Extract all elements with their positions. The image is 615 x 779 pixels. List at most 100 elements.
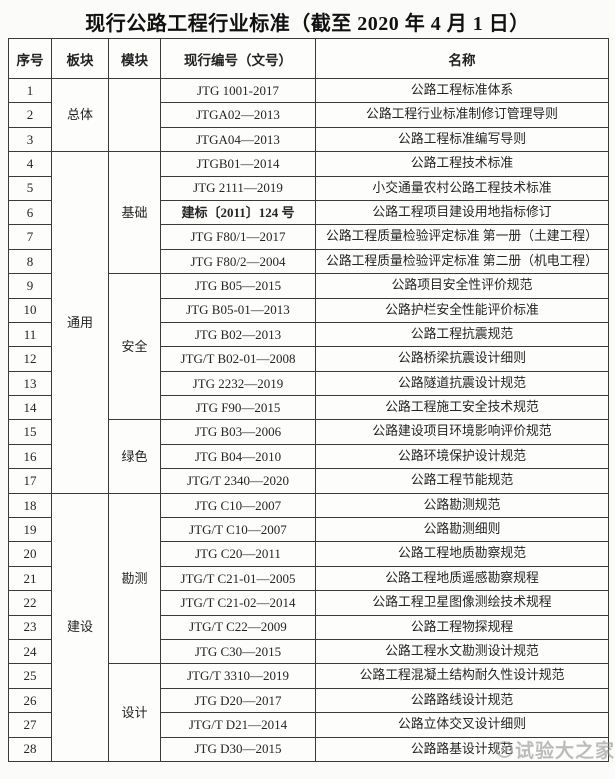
- table-row: 8 JTG F80/2—2004 公路工程质量检验评定标准 第二册（机电工程）: [8, 248, 609, 275]
- standard-code-cell: JTG 2111—2019: [160, 175, 316, 201]
- standard-name-cell: 公路建设项目环境影响评价规范: [315, 419, 609, 445]
- standard-code-cell: JTG B02—2013: [160, 321, 316, 348]
- table-row: 26 JTG D20—2017 公路路线设计规范: [8, 687, 609, 714]
- standard-code-cell: JTGB01—2014: [160, 151, 316, 177]
- standard-name-cell: 公路工程卫星图像测绘技术规程: [315, 590, 609, 616]
- module-group-cell: 安全: [108, 273, 161, 421]
- standard-name-cell: 公路护栏安全性能评价标准: [315, 297, 609, 323]
- row-number-cell: 10: [8, 297, 52, 323]
- table-row: 10 JTG B05-01—2013 公路护栏安全性能评价标准: [8, 297, 609, 323]
- row-number-cell: 16: [8, 443, 52, 470]
- row-number-cell: 1: [8, 77, 52, 104]
- standard-code-cell: JTG F80/2—2004: [160, 248, 316, 275]
- row-number-cell: 7: [8, 224, 52, 250]
- standard-name-cell: 公路桥梁抗震设计细则: [315, 346, 609, 372]
- row-number-cell: 17: [8, 468, 52, 494]
- standard-code-cell: JTG F90—2015: [160, 395, 316, 421]
- standard-code-cell: JTG/T C22—2009: [160, 614, 316, 640]
- standard-name-cell: 公路工程抗震规范: [315, 321, 609, 348]
- standard-code-cell: JTG B05-01—2013: [160, 297, 316, 323]
- table-header: 序号 板块 模块 现行编号（文号） 名称: [8, 38, 609, 79]
- standard-name-cell: 公路工程质量检验评定标准 第一册（土建工程）: [315, 224, 609, 250]
- table-row: 18 建设 勘测 JTG C10—2007 公路勘测规范: [8, 492, 609, 762]
- row-number-cell: 13: [8, 370, 52, 397]
- table-row: 20 JTG C20—2011 公路工程地质勘察规范: [8, 541, 609, 567]
- standard-name-cell: 公路工程项目建设用地指标修订: [315, 199, 609, 226]
- standard-name-cell: 公路工程地质勘察规范: [315, 541, 609, 567]
- row-number-cell: 18: [8, 492, 52, 519]
- column-header-module: 模块: [108, 38, 161, 79]
- module-group-cell: [108, 77, 161, 153]
- standard-code-cell: JTG C10—2007: [160, 492, 316, 519]
- row-number-cell: 6: [8, 199, 52, 226]
- standard-name-cell: 公路工程技术标准: [315, 151, 609, 177]
- table-row: 25 设计 JTG/T 3310—2019 公路工程混凝土结构耐久性设计规范: [8, 663, 609, 762]
- header-row: 序号 板块 模块 现行编号（文号） 名称: [8, 38, 609, 79]
- row-number-cell: 14: [8, 395, 52, 421]
- table-row: 22 JTG/T C21-02—2014 公路工程卫星图像测绘技术规程: [8, 590, 609, 616]
- table-row: 1 总体 JTG 1001-2017 公路工程标准体系: [8, 77, 609, 153]
- standard-name-cell: 公路环境保护设计规范: [315, 443, 609, 470]
- standard-name-cell: 公路工程质量检验评定标准 第二册（机电工程）: [315, 248, 609, 275]
- column-header-code: 现行编号（文号）: [160, 38, 316, 79]
- table-row: 21 JTG/T C21-01—2005 公路工程地质遥感勘察规程: [8, 565, 609, 592]
- table-row: 16 JTG B04—2010 公路环境保护设计规范: [8, 443, 609, 470]
- table-row: 13 JTG 2232—2019 公路隧道抗震设计规范: [8, 370, 609, 397]
- standard-code-cell: JTG/T C21-01—2005: [160, 565, 316, 592]
- row-number-cell: 11: [8, 321, 52, 348]
- plate-group-cell: 通用: [51, 151, 109, 494]
- standard-code-cell: JTG C20—2011: [160, 541, 316, 567]
- standard-code-cell: 建标〔2011〕124 号: [160, 199, 316, 226]
- table-row: 17 JTG/T 2340—2020 公路工程节能规范: [8, 468, 609, 494]
- standard-code-cell: JTG B05—2015: [160, 273, 316, 299]
- standard-code-cell: JTG/T C21-02—2014: [160, 590, 316, 616]
- standard-name-cell: 公路工程施工安全技术规范: [315, 395, 609, 421]
- column-header-plate: 板块: [51, 38, 109, 79]
- row-number-cell: 26: [8, 687, 52, 714]
- standard-name-cell: 公路勘测细则: [315, 517, 609, 543]
- standard-name-cell: 公路项目安全性评价规范: [315, 273, 609, 299]
- standard-name-cell: 公路工程标准体系: [315, 77, 609, 104]
- row-number-cell: 2: [8, 102, 52, 128]
- module-group-cell: 勘测: [108, 492, 161, 665]
- row-number-cell: 5: [8, 175, 52, 201]
- standard-name-cell: 公路工程地质遥感勘察规程: [315, 565, 609, 592]
- page-title: 现行公路工程行业标准（截至 2020 年 4 月 1 日）: [85, 13, 530, 35]
- table-row: 9 安全 JTG B05—2015 公路项目安全性评价规范: [8, 273, 609, 421]
- row-number-cell: 28: [8, 736, 52, 762]
- standard-code-cell: JTG C30—2015: [160, 638, 316, 665]
- standard-code-cell: JTGA02—2013: [160, 102, 316, 128]
- row-number-cell: 9: [8, 273, 52, 299]
- standard-name-cell: 公路立体交叉设计细则: [315, 712, 609, 738]
- table-row: 15 绿色 JTG B03—2006 公路建设项目环境影响评价规范: [8, 419, 609, 494]
- module-group-cell: 绿色: [108, 419, 161, 494]
- row-number-cell: 19: [8, 517, 52, 543]
- standard-name-cell: 小交通量农村公路工程技术标准: [315, 175, 609, 201]
- standard-code-cell: JTG 2232—2019: [160, 370, 316, 397]
- standard-code-cell: JTG/T D21—2014: [160, 712, 316, 738]
- standard-code-cell: JTG B04—2010: [160, 443, 316, 470]
- standards-table-body: 1 总体 JTG 1001-2017 公路工程标准体系 2 JTGA02—2013 公路工程…: [8, 77, 609, 762]
- row-number-cell: 4: [8, 151, 52, 177]
- standard-code-cell: JTG D20—2017: [160, 687, 316, 714]
- standard-name-cell: 公路工程物探规程: [315, 614, 609, 640]
- column-header-no: 序号: [8, 38, 52, 79]
- table-row: 2 JTGA02—2013 公路工程行业标准制修订管理导则: [8, 102, 609, 128]
- standard-code-cell: JTGA04—2013: [160, 126, 316, 153]
- table-row: 7 JTG F80/1—2017 公路工程质量检验评定标准 第一册（土建工程）: [8, 224, 609, 250]
- module-group-cell: 基础: [108, 151, 161, 275]
- table-row: 4 通用 基础 JTGB01—2014 公路工程技术标准: [8, 151, 609, 494]
- standard-code-cell: JTG D30—2015: [160, 736, 316, 762]
- row-number-cell: 21: [8, 565, 52, 592]
- table-row: 28 JTG D30—2015 公路路基设计规范: [8, 736, 609, 762]
- table-row: 14 JTG F90—2015 公路工程施工安全技术规范: [8, 395, 609, 421]
- standard-code-cell: JTG/T B02-01—2008: [160, 346, 316, 372]
- standard-code-cell: JTG/T 3310—2019: [160, 663, 316, 689]
- standard-name-cell: 公路路基设计规范: [315, 736, 609, 762]
- row-number-cell: 20: [8, 541, 52, 567]
- standard-code-cell: JTG 1001-2017: [160, 77, 316, 104]
- table-row: 27 JTG/T D21—2014 公路立体交叉设计细则: [8, 712, 609, 738]
- row-number-cell: 15: [8, 419, 52, 445]
- standard-name-cell: 公路勘测规范: [315, 492, 609, 519]
